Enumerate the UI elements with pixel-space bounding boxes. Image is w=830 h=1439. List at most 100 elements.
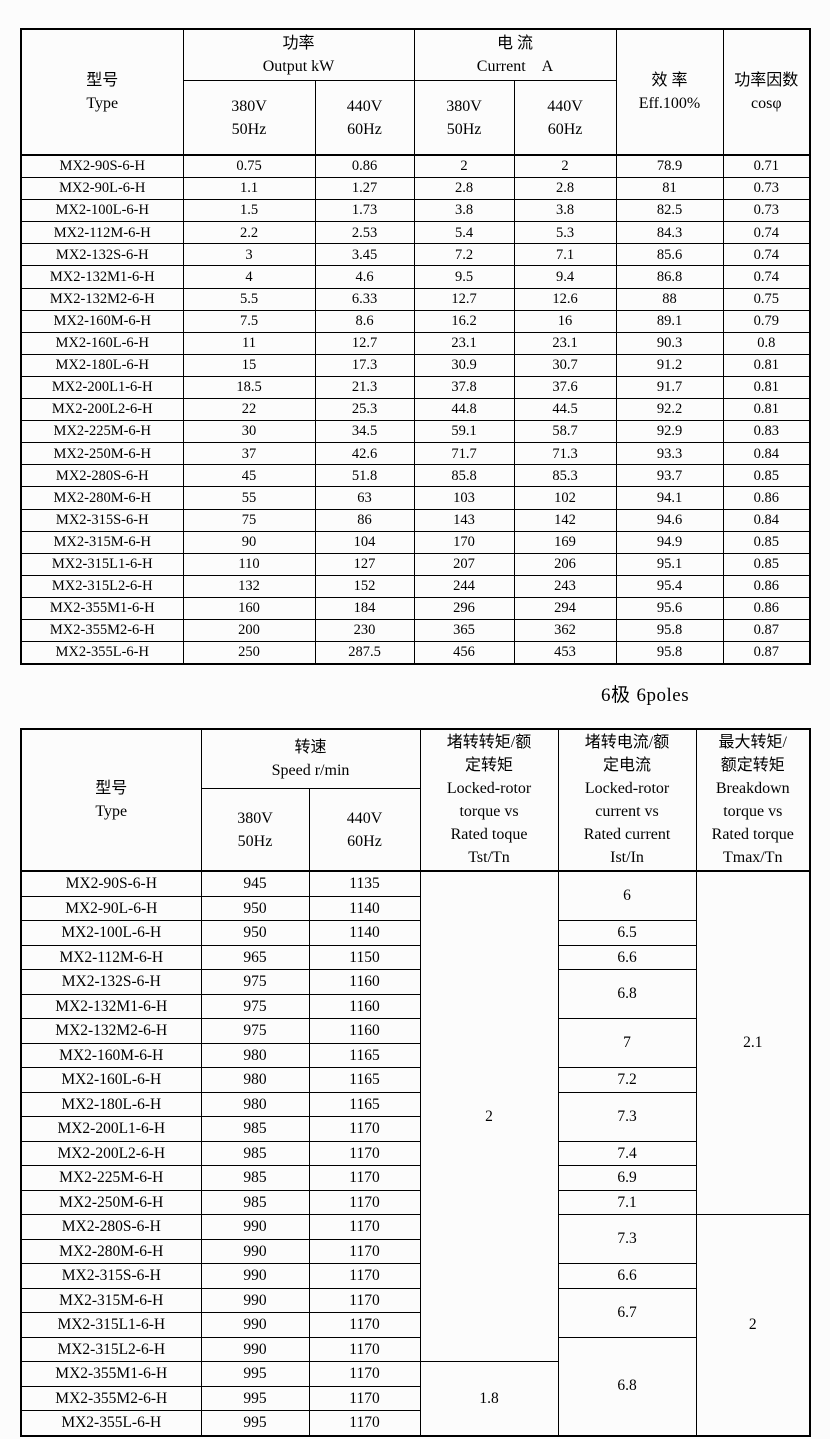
value-cell: 206 — [513, 552, 617, 576]
value-cell: 71.3 — [513, 442, 617, 466]
value-cell: 0.81 — [722, 375, 811, 400]
value-cell: 1.1 — [182, 177, 316, 201]
value-cell: 1140 — [308, 920, 421, 946]
model-cell: MX2-315L2-6-H — [20, 1336, 202, 1362]
model-cell: MX2-90L-6-H — [20, 177, 184, 201]
value-cell: 9.5 — [413, 265, 515, 289]
table-row: MX2-132M1-6-H 4 4.6 9.5 9.4 86.8 0.74 — [20, 265, 811, 289]
model-cell: MX2-280S-6-H — [20, 1214, 202, 1240]
value-cell: 59.1 — [413, 420, 515, 444]
value-cell: 95.1 — [615, 552, 724, 576]
value-cell: 55 — [182, 486, 316, 510]
model-cell: MX2-132M2-6-H — [20, 287, 184, 311]
table-row: MX2-315L2-6-H 132 152 244 243 95.4 0.86 — [20, 574, 811, 598]
value-cell: 9.4 — [513, 265, 617, 289]
ist-in-cell: 7 — [557, 1018, 697, 1068]
value-cell: 456 — [413, 641, 515, 665]
value-cell: 3.8 — [513, 199, 617, 223]
model-cell: MX2-315S-6-H — [20, 508, 184, 532]
model-cell: MX2-250M-6-H — [20, 442, 184, 466]
value-cell: 127 — [314, 552, 415, 576]
value-cell: 250 — [182, 641, 316, 665]
model-cell: MX2-315L1-6-H — [20, 552, 184, 576]
value-cell: 950 — [200, 895, 310, 921]
subcol-header-output-440v: 440V 60Hz — [314, 80, 415, 156]
value-cell: 22 — [182, 398, 316, 422]
value-cell: 294 — [513, 596, 617, 620]
value-cell: 2 — [413, 154, 515, 179]
value-cell: 23.1 — [413, 331, 515, 355]
value-cell: 12.7 — [413, 287, 515, 311]
value-cell: 1170 — [308, 1312, 421, 1338]
value-cell: 90 — [182, 530, 316, 554]
value-cell: 3 — [182, 243, 316, 267]
value-cell: 0.84 — [722, 508, 811, 532]
value-cell: 0.75 — [182, 154, 316, 179]
value-cell: 1160 — [308, 969, 421, 995]
value-cell: 0.74 — [722, 221, 811, 245]
table-row: MX2-90L-6-H 950 1140 — [20, 895, 810, 921]
value-cell: 995 — [200, 1361, 310, 1387]
value-cell: 45 — [182, 464, 316, 488]
value-cell: 1170 — [308, 1238, 421, 1264]
value-cell: 160 — [182, 596, 316, 620]
value-cell: 92.9 — [615, 420, 724, 444]
ist-in-cell: 7.2 — [557, 1067, 697, 1093]
col-header-type: 型号 Type — [20, 28, 184, 156]
value-cell: 30 — [182, 420, 316, 444]
value-cell: 990 — [200, 1287, 310, 1313]
table-row: MX2-225M-6-H 30 34.5 59.1 58.7 92.9 0.83 — [20, 420, 811, 444]
value-cell: 7.5 — [182, 309, 316, 333]
value-cell: 2.53 — [314, 221, 415, 245]
value-cell: 1160 — [308, 1018, 421, 1044]
table-row: MX2-225M-6-H 985 1170 6.9 — [20, 1165, 810, 1191]
value-cell: 990 — [200, 1263, 310, 1289]
ist-in-cell: 6 — [557, 870, 697, 921]
value-cell: 85.3 — [513, 464, 617, 488]
value-cell: 990 — [200, 1312, 310, 1338]
value-cell: 12.6 — [513, 287, 617, 311]
value-cell: 0.86 — [722, 486, 811, 510]
table-row: MX2-355M2-6-H 200 230 365 362 95.8 0.87 — [20, 618, 811, 643]
model-cell: MX2-355M1-6-H — [20, 1361, 202, 1387]
value-cell: 3.8 — [413, 199, 515, 223]
value-cell: 5.4 — [413, 221, 515, 245]
col-header-locked-rotor-current: 堵转电流/额 定电流 Locked-rotor current vs Rated… — [557, 728, 697, 872]
value-cell: 365 — [413, 618, 515, 643]
value-cell: 2 — [513, 154, 617, 179]
value-cell: 42.6 — [314, 442, 415, 466]
power-current-table-body: MX2-90S-6-H 0.75 0.86 2 2 78.9 0.71 MX2-90L-6-H… — [20, 154, 811, 665]
ist-in-cell: 7.1 — [557, 1189, 697, 1215]
value-cell: 287.5 — [314, 641, 415, 665]
ist-in-cell: 6.9 — [557, 1165, 697, 1191]
value-cell: 1150 — [308, 944, 421, 970]
value-cell: 990 — [200, 1214, 310, 1240]
value-cell: 103 — [413, 486, 515, 510]
col-header-current: 电 流 Current A — [413, 28, 617, 81]
value-cell: 1170 — [308, 1140, 421, 1166]
value-cell: 78.9 — [615, 154, 724, 179]
table-row: MX2-200L2-6-H 985 1170 7.4 — [20, 1140, 810, 1166]
value-cell: 170 — [413, 530, 515, 554]
model-cell: MX2-200L1-6-H — [20, 375, 184, 400]
table-row: MX2-355M1-6-H 995 1170 1.8 — [20, 1361, 810, 1436]
model-cell: MX2-225M-6-H — [20, 420, 184, 444]
value-cell: 169 — [513, 530, 617, 554]
ist-in-cell: 6.6 — [557, 1263, 697, 1289]
tmax-tn-cell: 2 — [695, 1214, 811, 1436]
value-cell: 0.73 — [722, 199, 811, 223]
value-cell: 30.9 — [413, 353, 515, 377]
speed-torque-table: 型号 Type 转速 Speed r/min 堵转转矩/额 定转矩 Locked… — [20, 728, 812, 1437]
value-cell: 1170 — [308, 1361, 421, 1387]
value-cell: 89.1 — [615, 309, 724, 333]
table-row: MX2-160L-6-H 11 12.7 23.1 23.1 90.3 0.8 — [20, 331, 811, 355]
value-cell: 230 — [314, 618, 415, 643]
value-cell: 92.2 — [615, 398, 724, 422]
value-cell: 75 — [182, 508, 316, 532]
model-cell: MX2-160L-6-H — [20, 331, 184, 355]
value-cell: 995 — [200, 1385, 310, 1411]
table-row: MX2-132M2-6-H 5.5 6.33 12.7 12.6 88 0.75 — [20, 287, 811, 311]
value-cell: 1170 — [308, 1116, 421, 1142]
value-cell: 0.81 — [722, 398, 811, 422]
value-cell: 63 — [314, 486, 415, 510]
